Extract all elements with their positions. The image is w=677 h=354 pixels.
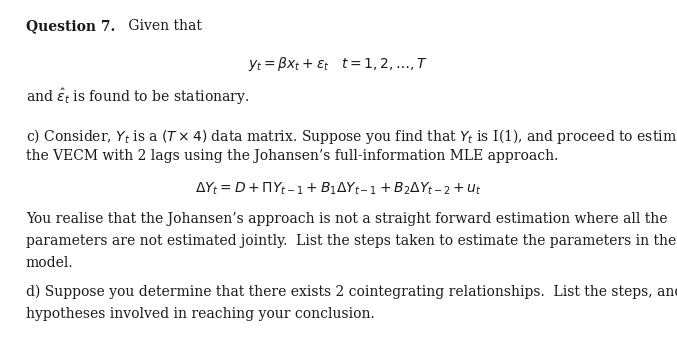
Text: Given that: Given that xyxy=(124,19,202,34)
Text: model.: model. xyxy=(26,256,73,270)
Text: You realise that the Johansen’s approach is not a straight forward estimation wh: You realise that the Johansen’s approach… xyxy=(26,212,668,227)
Text: and $\hat{\varepsilon}_t$ is found to be stationary.: and $\hat{\varepsilon}_t$ is found to be… xyxy=(26,87,249,107)
Text: $y_t = \beta x_t + \varepsilon_t \quad t = 1, 2, \ldots, T$: $y_t = \beta x_t + \varepsilon_t \quad t… xyxy=(248,55,429,73)
Text: hypotheses involved in reaching your conclusion.: hypotheses involved in reaching your con… xyxy=(26,307,374,321)
Text: parameters are not estimated jointly.  List the steps taken to estimate the para: parameters are not estimated jointly. Li… xyxy=(26,234,676,248)
Text: the VECM with 2 lags using the Johansen’s full-information MLE approach.: the VECM with 2 lags using the Johansen’… xyxy=(26,149,558,164)
Text: Question 7.: Question 7. xyxy=(26,19,115,34)
Text: c) Consider, $Y_t$ is a $(T \times 4)$ data matrix. Suppose you find that $Y_t$ : c) Consider, $Y_t$ is a $(T \times 4)$ d… xyxy=(26,127,677,147)
Text: $\Delta Y_t = D + \Pi Y_{t-1} + B_1 \Delta Y_{t-1} + B_2 \Delta Y_{t-2} + u_t$: $\Delta Y_t = D + \Pi Y_{t-1} + B_1 \Del… xyxy=(195,181,482,197)
Text: d) Suppose you determine that there exists 2 cointegrating relationships.  List : d) Suppose you determine that there exis… xyxy=(26,285,677,299)
